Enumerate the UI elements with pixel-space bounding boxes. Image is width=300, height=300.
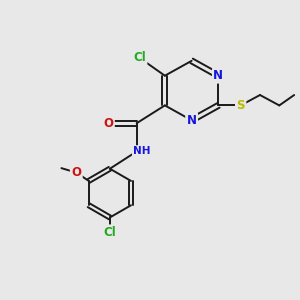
Text: Cl: Cl [103, 226, 116, 239]
Text: N: N [187, 114, 196, 127]
Text: Cl: Cl [133, 51, 146, 64]
Text: O: O [103, 117, 113, 130]
Text: O: O [71, 166, 81, 179]
Text: NH: NH [133, 146, 151, 157]
Text: N: N [213, 69, 224, 82]
Text: S: S [236, 99, 245, 112]
